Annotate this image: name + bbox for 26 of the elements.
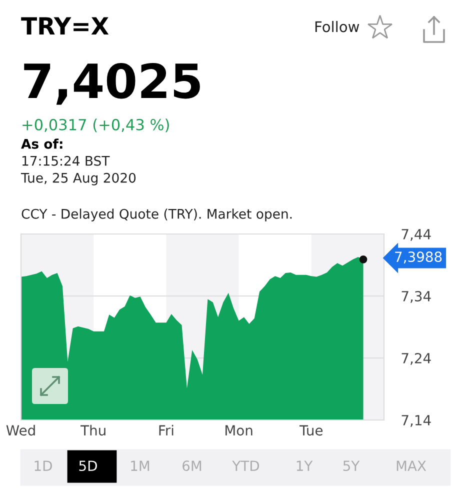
y-tick-label: 7,44 (402, 229, 431, 241)
text: MAX (396, 460, 426, 471)
x-tick-label: Thu (80, 424, 106, 436)
x-tick-label: Tue (299, 425, 323, 436)
text: +0,0317 (+0,43 %) (22, 118, 169, 132)
text: 5D (79, 460, 97, 472)
y-tick-label: 7,24 (402, 352, 431, 365)
x-tick-label: Wed (6, 424, 35, 436)
text: 17:15:24 BST (22, 156, 110, 166)
y-tick-label: 7,14 (402, 415, 431, 427)
text: CCY - Delayed Quote (TRY). Market open. (22, 208, 292, 222)
text: 1D (34, 460, 52, 471)
text: 1M (131, 460, 150, 471)
text: 7,3988 (395, 252, 442, 264)
text: Follow (315, 20, 360, 32)
text: 5Y (343, 460, 360, 472)
text: YTD (232, 460, 260, 471)
chart-title: TRY=X (21, 17, 109, 35)
text: 7,4025 (24, 62, 200, 105)
text: As of: (21, 138, 62, 149)
x-tick-label: Mon (226, 425, 252, 436)
text: Tue, 25 Aug 2020 (20, 172, 136, 186)
x-tick-label: Fri (159, 424, 174, 436)
text: 1Y (296, 460, 313, 471)
text: 6M (182, 460, 202, 472)
y-tick-label: 7,34 (402, 290, 431, 303)
